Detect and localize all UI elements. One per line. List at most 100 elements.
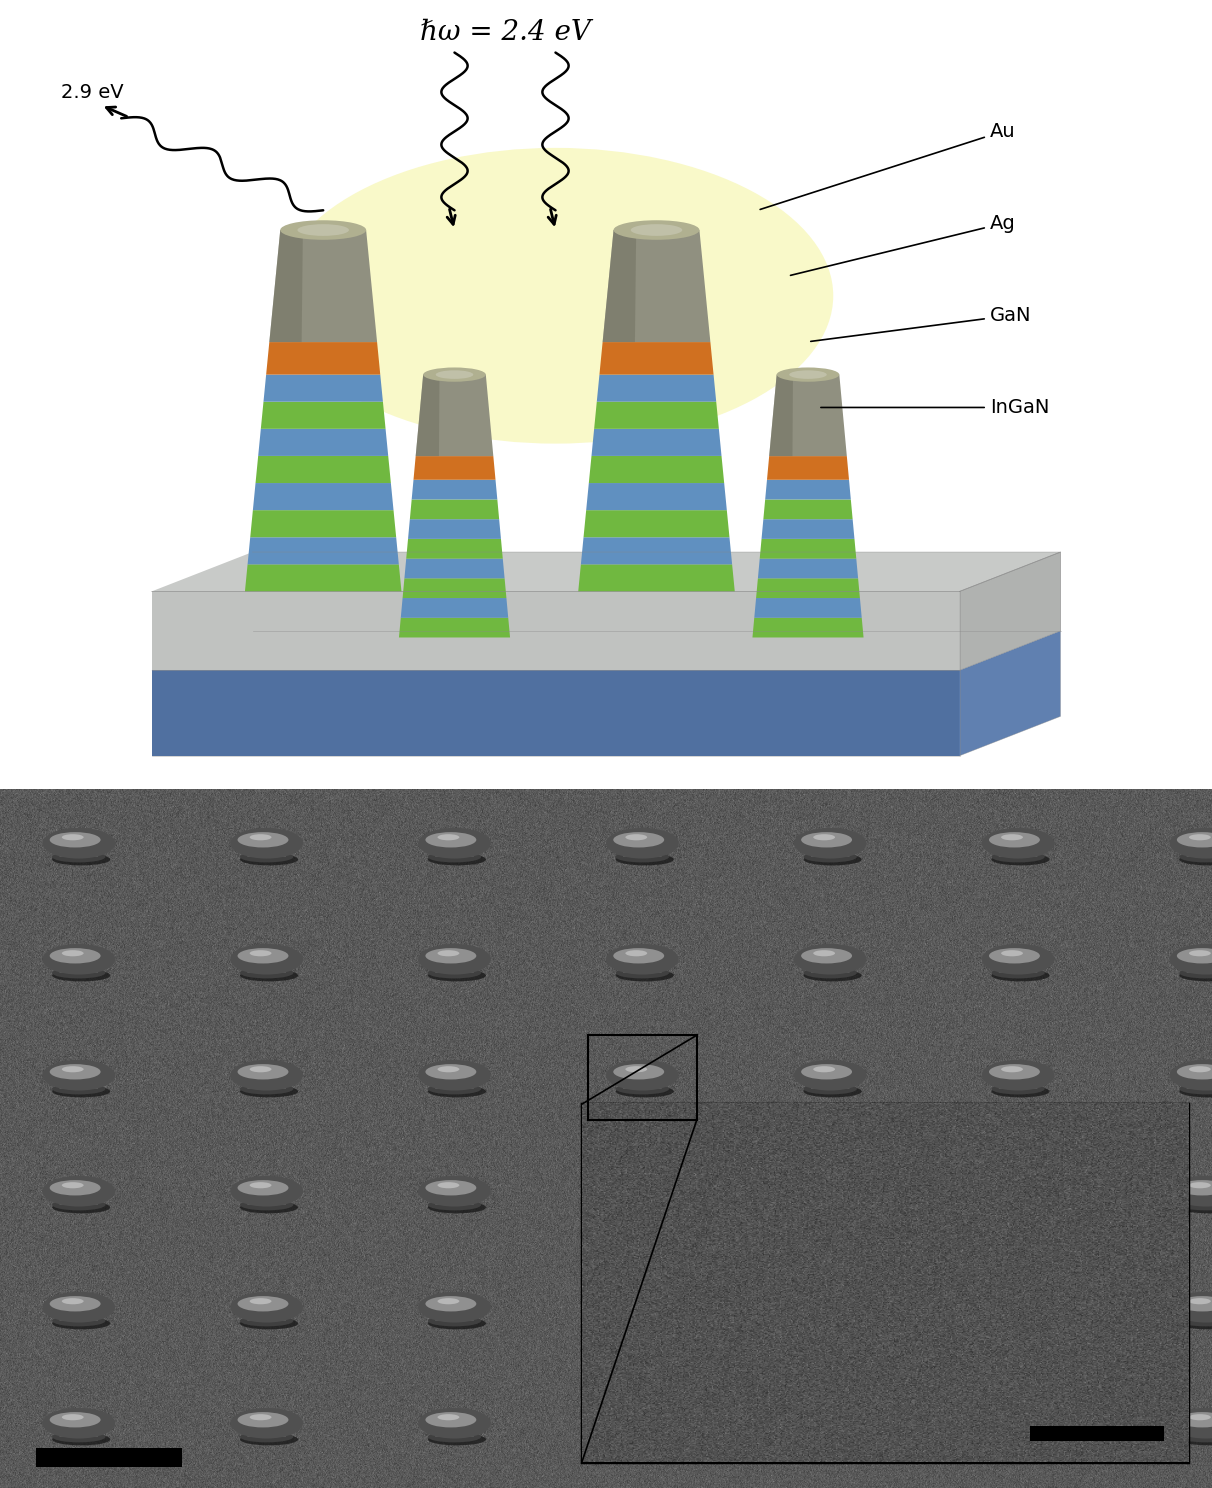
Ellipse shape — [240, 1317, 298, 1329]
Ellipse shape — [438, 1414, 459, 1420]
Ellipse shape — [1001, 835, 1023, 841]
Polygon shape — [416, 375, 493, 457]
Polygon shape — [59, 1079, 98, 1089]
Ellipse shape — [777, 368, 839, 382]
Ellipse shape — [794, 827, 867, 859]
Ellipse shape — [240, 1431, 293, 1442]
Ellipse shape — [813, 1067, 835, 1073]
Polygon shape — [623, 1079, 662, 1089]
Polygon shape — [59, 1427, 98, 1437]
Ellipse shape — [42, 1292, 115, 1323]
Ellipse shape — [278, 147, 834, 443]
Ellipse shape — [230, 943, 303, 975]
Ellipse shape — [804, 1199, 857, 1210]
Ellipse shape — [613, 948, 664, 964]
Text: ℏω = 2.4 eV: ℏω = 2.4 eV — [419, 19, 590, 46]
Ellipse shape — [50, 1180, 101, 1195]
Ellipse shape — [62, 1067, 84, 1073]
Polygon shape — [399, 618, 510, 637]
Bar — [588, 1036, 697, 1119]
Ellipse shape — [616, 1315, 669, 1326]
Ellipse shape — [50, 1064, 101, 1079]
Ellipse shape — [1170, 1059, 1212, 1091]
Polygon shape — [405, 558, 504, 579]
Ellipse shape — [989, 1064, 1040, 1079]
Ellipse shape — [250, 1298, 271, 1305]
Ellipse shape — [616, 967, 669, 979]
Ellipse shape — [982, 827, 1054, 859]
Ellipse shape — [1179, 1433, 1212, 1445]
Ellipse shape — [1179, 851, 1212, 863]
Ellipse shape — [1179, 1083, 1212, 1094]
Polygon shape — [152, 552, 1060, 591]
Ellipse shape — [52, 854, 110, 866]
Ellipse shape — [1179, 854, 1212, 866]
Ellipse shape — [428, 967, 481, 979]
Polygon shape — [1187, 1195, 1212, 1205]
Ellipse shape — [991, 1201, 1050, 1213]
Polygon shape — [999, 1079, 1037, 1089]
Ellipse shape — [616, 1431, 669, 1442]
Ellipse shape — [625, 835, 647, 841]
Ellipse shape — [52, 1433, 110, 1445]
Ellipse shape — [616, 1201, 674, 1213]
Ellipse shape — [1179, 1085, 1212, 1097]
Ellipse shape — [801, 1064, 852, 1079]
Ellipse shape — [606, 1176, 679, 1207]
Ellipse shape — [804, 1085, 862, 1097]
Polygon shape — [767, 457, 850, 479]
Ellipse shape — [240, 1085, 298, 1097]
Ellipse shape — [52, 1317, 110, 1329]
Ellipse shape — [613, 832, 664, 848]
Ellipse shape — [813, 1298, 835, 1305]
Ellipse shape — [240, 854, 298, 866]
Ellipse shape — [62, 1181, 84, 1189]
Ellipse shape — [230, 1176, 303, 1207]
Ellipse shape — [991, 1199, 1045, 1210]
Text: GaN: GaN — [811, 307, 1031, 341]
Ellipse shape — [989, 1180, 1040, 1195]
Polygon shape — [758, 558, 858, 579]
Ellipse shape — [625, 951, 647, 957]
Ellipse shape — [230, 1408, 303, 1439]
Ellipse shape — [1001, 1181, 1023, 1189]
Ellipse shape — [438, 1181, 459, 1189]
Ellipse shape — [42, 827, 115, 859]
Polygon shape — [59, 1311, 98, 1321]
Ellipse shape — [1001, 1414, 1023, 1420]
Ellipse shape — [436, 371, 474, 379]
Polygon shape — [59, 1195, 98, 1205]
Ellipse shape — [50, 1412, 101, 1427]
Polygon shape — [59, 964, 98, 973]
Ellipse shape — [1001, 1298, 1023, 1305]
Ellipse shape — [794, 1059, 867, 1091]
Polygon shape — [602, 231, 636, 342]
Polygon shape — [413, 457, 496, 479]
Polygon shape — [578, 564, 734, 591]
Ellipse shape — [428, 1315, 481, 1326]
Polygon shape — [250, 510, 396, 537]
Ellipse shape — [238, 1180, 288, 1195]
Polygon shape — [761, 519, 854, 539]
Ellipse shape — [428, 1433, 486, 1445]
Polygon shape — [765, 479, 851, 500]
Ellipse shape — [50, 948, 101, 964]
Ellipse shape — [52, 1431, 105, 1442]
Ellipse shape — [804, 1317, 862, 1329]
Ellipse shape — [616, 851, 669, 863]
Polygon shape — [587, 484, 727, 510]
Polygon shape — [764, 500, 853, 519]
Ellipse shape — [804, 1315, 857, 1326]
Ellipse shape — [989, 1412, 1040, 1427]
Ellipse shape — [418, 1059, 491, 1091]
Ellipse shape — [606, 943, 679, 975]
Polygon shape — [247, 1427, 286, 1437]
Ellipse shape — [1189, 1414, 1211, 1420]
Ellipse shape — [52, 1083, 105, 1094]
Polygon shape — [754, 598, 862, 618]
Ellipse shape — [1177, 1180, 1212, 1195]
Polygon shape — [402, 579, 507, 598]
Ellipse shape — [783, 1321, 1005, 1367]
Polygon shape — [435, 1427, 474, 1437]
Ellipse shape — [625, 1067, 647, 1073]
